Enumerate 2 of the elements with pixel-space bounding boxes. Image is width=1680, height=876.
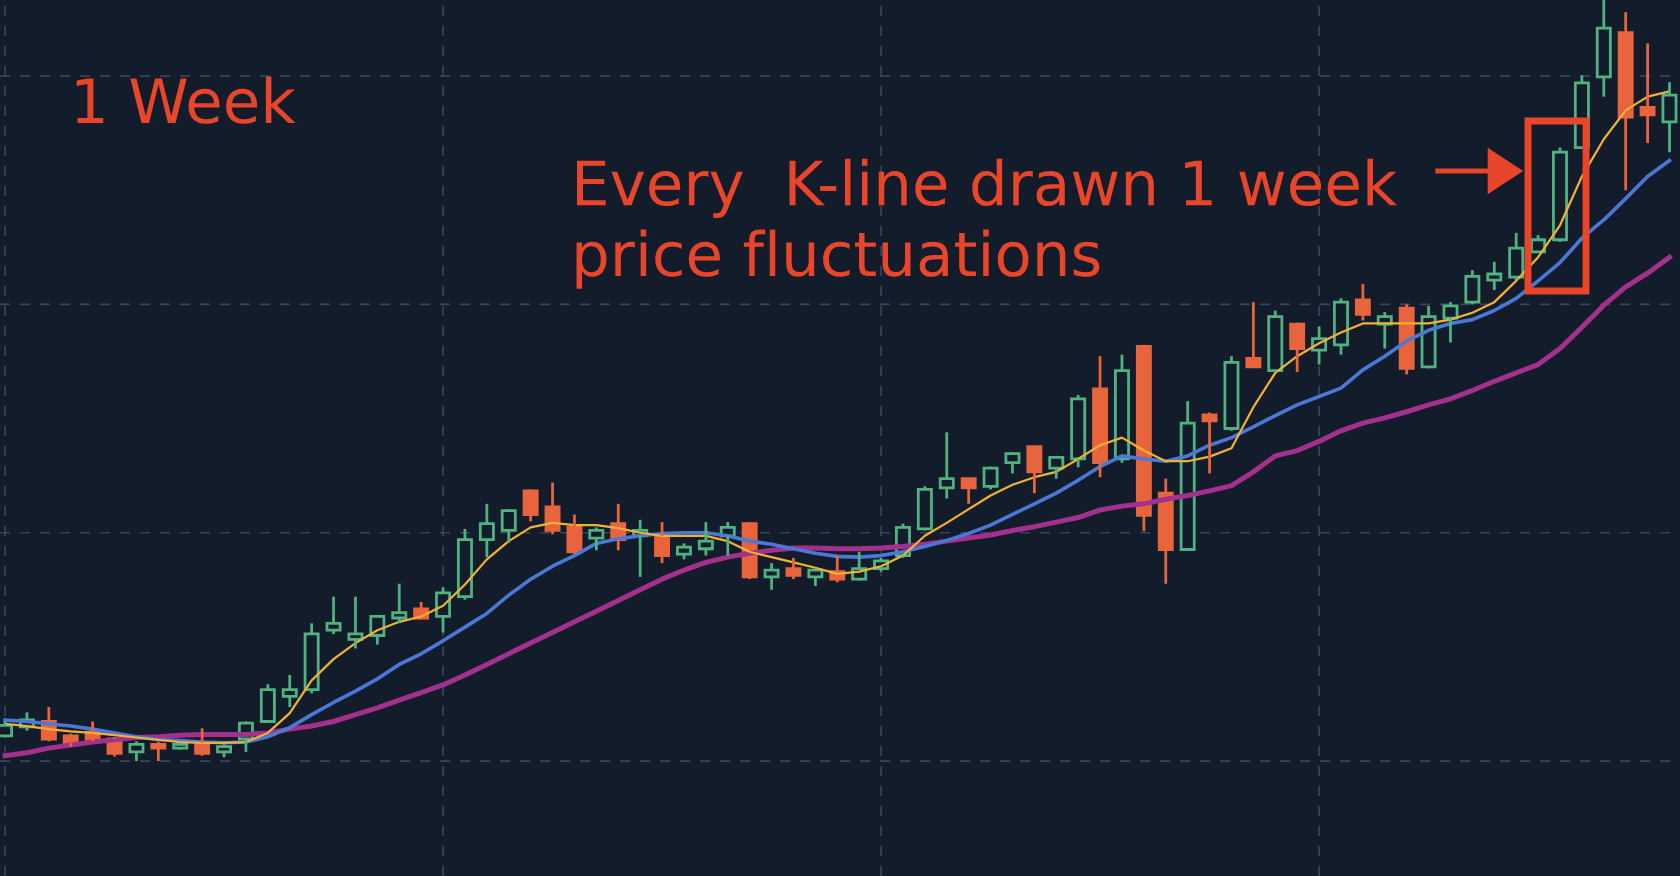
annotation: 1 Week	[76, 76, 296, 124]
annotation: Every K-line drawn 1 week price fluctuations	[576, 158, 1398, 289]
